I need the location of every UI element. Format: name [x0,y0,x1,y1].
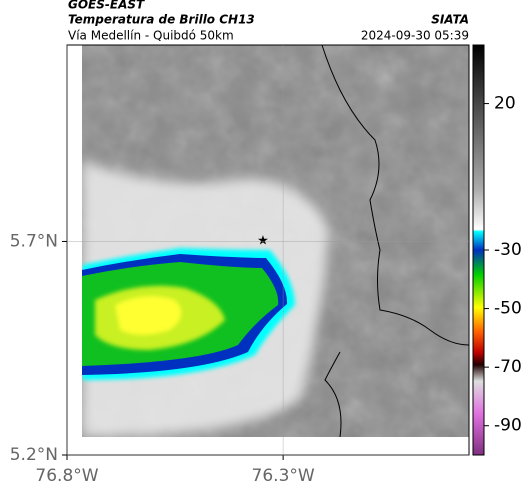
location-star: ★ [257,234,269,249]
colorbar-tick-label: -70 [494,357,522,377]
x-tick-label: 76.3°W [252,466,315,486]
colorbar-tick-label: -90 [494,416,522,436]
x-tick-label: 76.8°W [35,466,98,486]
subtitle: Vía Medellín - Quibdó 50km [68,29,234,43]
colorbar [472,44,485,456]
source: GOES-EAST [68,0,145,12]
title: Temperatura de Brillo CH13 [68,13,255,27]
colorbar-tick-label: -30 [494,240,522,260]
org: SIATA [431,13,469,27]
colorbar-tick-label: 20 [494,94,516,114]
header: GOES-EAST Temperatura de Brillo CH13 SIA… [68,0,469,43]
datetime: 2024-09-30 05:39 [361,29,469,43]
satellite-image [82,45,469,437]
colorbar-tick-label: -50 [494,299,522,319]
y-tick-label: 5.2°N [10,445,58,465]
y-tick-label: 5.7°N [10,231,58,251]
